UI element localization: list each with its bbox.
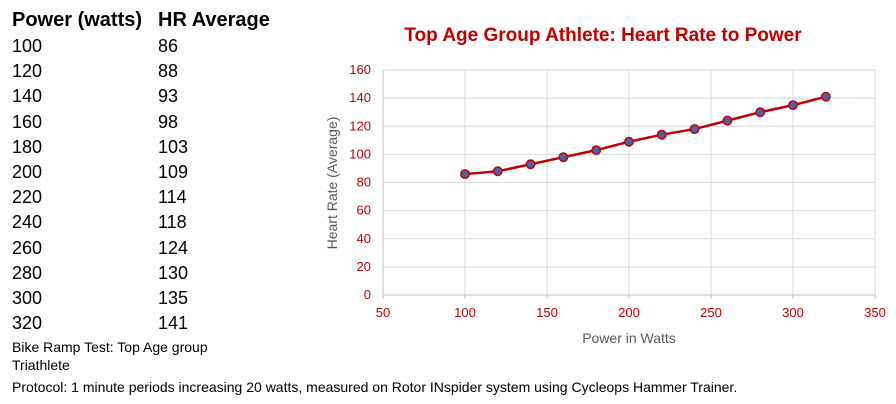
data-point: [820, 91, 831, 102]
cell-hr: 118: [158, 212, 187, 233]
x-tick-label: 100: [454, 305, 476, 320]
axes: [382, 70, 876, 299]
cell-power: 200: [12, 161, 43, 182]
column-header-hr: HR Average: [158, 9, 270, 31]
table-body: 100 86 120 88 140 93 160 98 180 103 200 109 220 114 24…: [12, 34, 312, 336]
cell-power: 300: [12, 287, 43, 308]
table-row: 100 86: [12, 34, 312, 59]
data-point: [591, 145, 602, 156]
column-header-power: Power (watts): [12, 9, 143, 31]
y-tick-label: 20: [357, 259, 371, 274]
data-point: [689, 124, 700, 135]
cell-power: 120: [12, 61, 43, 82]
series-hr: [460, 91, 831, 180]
x-tick-label: 50: [376, 305, 390, 320]
table-row: 140 93: [12, 84, 312, 109]
protocol-note: Protocol: 1 minute periods increasing 20…: [12, 379, 738, 395]
cell-hr: 124: [158, 237, 189, 258]
y-tick-label: 80: [357, 175, 371, 190]
cell-hr: 109: [158, 161, 189, 182]
cell-power: 240: [12, 212, 43, 233]
cell-power: 260: [12, 237, 43, 258]
data-point: [755, 107, 766, 118]
cell-hr: 103: [158, 136, 189, 157]
series-line: [464, 95, 827, 176]
data-point: [722, 115, 733, 126]
table-row: 200 109: [12, 160, 312, 185]
table-row: 320 141: [12, 311, 312, 336]
cell-hr: 130: [158, 262, 189, 283]
cell-hr: 135: [158, 287, 189, 308]
data-table: Power (watts) HR Average 100 86 120 88 140 93…: [12, 6, 312, 336]
table-row: 120 88: [12, 59, 312, 84]
table-row: 280 130: [12, 261, 312, 286]
data-point: [492, 166, 503, 177]
cell-power: 180: [12, 136, 43, 157]
y-tick-label: 40: [357, 231, 371, 246]
table-header: Power (watts) HR Average: [12, 6, 312, 34]
cell-hr: 114: [158, 187, 187, 208]
y-tick-label: 140: [349, 90, 371, 105]
data-point: [788, 100, 798, 111]
y-tick-label: 60: [357, 203, 371, 218]
data-point: [460, 169, 470, 180]
cell-power: 220: [12, 187, 43, 208]
table-row: 260 124: [12, 236, 312, 261]
y-tick-label: 100: [349, 146, 371, 161]
x-tick-label: 250: [700, 305, 722, 320]
x-tick-labels: 50 100 150 200 250 300 350: [376, 305, 886, 320]
cell-hr: 141: [158, 313, 189, 334]
y-tick-labels: 0 20 40 60 80 100 120 140 160: [349, 62, 371, 302]
cell-hr: 93: [158, 86, 179, 107]
cell-hr: 98: [158, 111, 179, 132]
y-tick-label: 0: [364, 287, 371, 302]
x-tick-label: 150: [536, 305, 558, 320]
table-row: 180 103: [12, 135, 312, 160]
y-tick-label: 120: [349, 118, 371, 133]
cell-hr: 88: [158, 61, 179, 82]
data-point: [656, 129, 667, 140]
y-tick-label: 160: [349, 62, 371, 77]
cell-power: 280: [12, 262, 43, 283]
table-row: 160 98: [12, 110, 312, 135]
table-row: 300 135: [12, 286, 312, 311]
table-row: 240 118: [12, 210, 312, 235]
data-point: [624, 136, 634, 147]
chart-title: Top Age Group Athlete: Heart Rate to Pow…: [404, 25, 802, 46]
data-point: [525, 159, 536, 170]
grid-lines: [383, 69, 876, 295]
cell-hr: 86: [158, 36, 179, 56]
cell-power: 100: [12, 36, 43, 56]
x-axis-label: Power in Watts: [582, 330, 676, 346]
x-tick-label: 300: [782, 305, 804, 320]
table-row: 220 114: [12, 185, 312, 210]
x-tick-label: 200: [618, 305, 640, 320]
data-point: [558, 152, 569, 163]
test-description: Bike Ramp Test: Top Age group Triathlete: [12, 339, 208, 373]
y-axis-label: Heart Rate (Average): [324, 117, 340, 250]
x-tick-label: 350: [864, 305, 886, 320]
cell-power: 320: [12, 313, 43, 334]
cell-power: 140: [12, 86, 43, 107]
cell-power: 160: [12, 111, 43, 132]
